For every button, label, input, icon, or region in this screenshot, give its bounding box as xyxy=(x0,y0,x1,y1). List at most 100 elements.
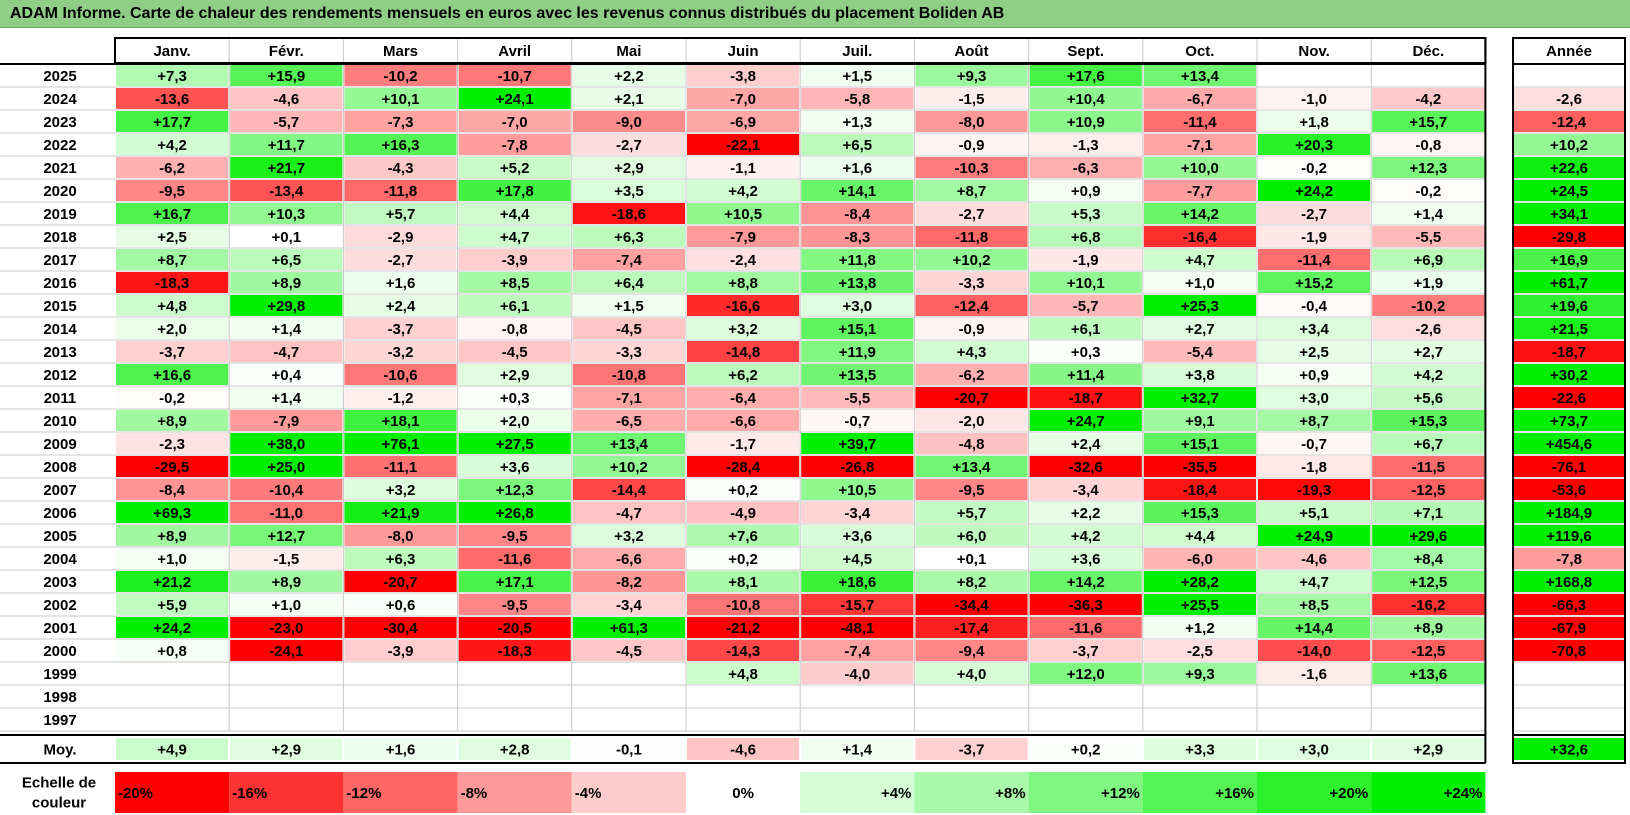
cell-value: -14,4 xyxy=(612,482,647,499)
cell-value: +15,9 xyxy=(267,68,305,85)
year-total-cell xyxy=(1514,295,1624,316)
heatmap-cell xyxy=(1258,180,1371,201)
cell-value: -7,8 xyxy=(502,137,528,154)
cell-value: +15,7 xyxy=(1409,114,1447,131)
heatmap-cell xyxy=(572,226,685,247)
heatmap-cell xyxy=(687,249,800,270)
cell-value: +5,7 xyxy=(386,206,416,223)
year-total-cell xyxy=(1514,594,1624,615)
cell-value: -7,7 xyxy=(1187,183,1213,200)
heatmap-cell xyxy=(344,295,457,316)
cell-value: -7,0 xyxy=(502,114,528,131)
cell-value: +3,6 xyxy=(842,528,872,545)
cell-value: -3,2 xyxy=(388,344,414,361)
heatmap-cell xyxy=(572,111,685,132)
cell-value: +3,4 xyxy=(1299,321,1329,338)
cell-value: +5,9 xyxy=(157,597,187,614)
cell-value: -3,4 xyxy=(616,597,643,614)
year-total-cell xyxy=(1514,640,1624,661)
heatmap-cell xyxy=(1143,433,1256,454)
heatmap-cell xyxy=(687,663,800,684)
cell-value: -4,6 xyxy=(1301,551,1327,568)
cell-value: -9,5 xyxy=(159,183,185,200)
cell-value: +2,9 xyxy=(500,367,530,384)
heatmap-cell xyxy=(116,134,229,155)
year-total-value: +19,6 xyxy=(1550,298,1588,315)
year-total-cell xyxy=(1514,111,1624,132)
cell-value: +20,3 xyxy=(1295,137,1333,154)
cell-value: -16,2 xyxy=(1411,597,1445,614)
cell-value: +3,6 xyxy=(1071,551,1101,568)
heatmap-cell xyxy=(458,686,571,707)
cell-value: -0,2 xyxy=(1415,183,1441,200)
heatmap-cell xyxy=(344,180,457,201)
row-year-label: 2014 xyxy=(43,321,77,338)
year-total-cell xyxy=(1514,203,1624,224)
cell-value: +10,4 xyxy=(1067,91,1106,108)
color-scale-label-value: -12% xyxy=(346,785,381,802)
heatmap-cell xyxy=(915,433,1028,454)
cell-value: -12,4 xyxy=(954,298,989,315)
heatmap-cell xyxy=(1143,272,1256,293)
cell-value: +25,3 xyxy=(1181,298,1219,315)
cell-value: +5,1 xyxy=(1299,505,1329,522)
color-scale-label-value: +16% xyxy=(1215,785,1254,802)
heatmap-cell xyxy=(230,364,343,385)
heatmap-cell xyxy=(1372,410,1485,431)
cell-value: +16,7 xyxy=(153,206,191,223)
cell-value: -6,4 xyxy=(730,390,757,407)
cell-value: -11,8 xyxy=(955,229,988,246)
heatmap-cell xyxy=(230,663,343,684)
cell-value: +29,8 xyxy=(267,298,305,315)
heatmap-cell xyxy=(1143,502,1256,523)
month-header: Août xyxy=(954,43,988,60)
year-total-cell xyxy=(1514,686,1624,707)
heatmap-cell xyxy=(572,364,685,385)
heatmap-cell xyxy=(572,571,685,592)
heatmap-cell xyxy=(1258,387,1371,408)
heatmap-cell xyxy=(458,594,571,615)
heatmap-cell xyxy=(572,318,685,339)
cell-value: +14,1 xyxy=(838,183,876,200)
cell-value: -0,2 xyxy=(1301,160,1327,177)
heatmap-cell xyxy=(1029,88,1142,109)
heatmap-cell xyxy=(1143,479,1256,500)
cell-value: +12,3 xyxy=(496,482,534,499)
cell-value: -3,7 xyxy=(1073,643,1099,660)
cell-value: +13,5 xyxy=(838,367,876,384)
year-total-value: +10,2 xyxy=(1550,137,1588,154)
cell-value: -0,7 xyxy=(844,413,870,430)
average-value: -0,1 xyxy=(616,742,642,759)
average-cell xyxy=(116,738,229,760)
row-year-label: 2007 xyxy=(43,482,76,499)
cell-value: +4,7 xyxy=(1185,252,1215,269)
cell-value: -0,7 xyxy=(1301,436,1327,453)
average-value: -4,6 xyxy=(730,742,756,759)
heatmap-cell xyxy=(572,502,685,523)
heatmap-cell xyxy=(687,410,800,431)
cell-value: -1,6 xyxy=(1301,666,1327,683)
year-total-cell xyxy=(1514,226,1624,247)
color-scale-label-value: +12% xyxy=(1101,785,1140,802)
heatmap-cell xyxy=(458,456,571,477)
heatmap-cell xyxy=(1029,295,1142,316)
year-total-cell xyxy=(1514,571,1624,592)
heatmap-cell xyxy=(915,410,1028,431)
cell-value: -7,1 xyxy=(1187,137,1213,154)
month-header: Déc. xyxy=(1412,43,1444,60)
color-scale-swatch xyxy=(457,772,572,813)
heatmap-cell xyxy=(230,548,343,569)
cell-value: -11,6 xyxy=(1069,620,1102,637)
heatmap-cell xyxy=(1029,364,1142,385)
cell-value: -48,1 xyxy=(840,620,874,637)
cell-value: +12,3 xyxy=(1409,160,1447,177)
month-header: Mai xyxy=(616,43,641,60)
heatmap-cell xyxy=(801,203,914,224)
color-scale-swatch xyxy=(1257,772,1372,813)
cell-value: -2,7 xyxy=(959,206,985,223)
cell-value: +0,9 xyxy=(1071,183,1101,200)
heatmap-cell xyxy=(116,180,229,201)
heatmap-cell xyxy=(915,640,1028,661)
heatmap-cell xyxy=(915,249,1028,270)
